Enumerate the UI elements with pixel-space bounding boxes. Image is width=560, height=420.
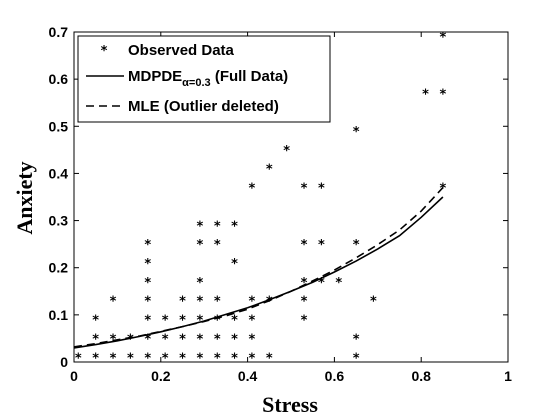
data-point: *: [144, 332, 151, 347]
data-point: *: [214, 219, 221, 234]
data-point: *: [214, 238, 221, 253]
data-point: *: [249, 295, 256, 310]
y-tick-label: 0.1: [49, 307, 69, 323]
legend-label: MLE (Outlier deleted): [128, 98, 279, 115]
y-tick-label: 0: [60, 354, 68, 370]
x-axis-title: Stress: [262, 392, 318, 417]
data-point: *: [127, 351, 134, 366]
y-tick-label: 0.4: [49, 165, 69, 181]
x-tick-label: 0.8: [411, 368, 431, 384]
data-point: *: [439, 31, 446, 46]
x-tick-label: 0: [70, 368, 78, 384]
x-tick-label: 0.6: [325, 368, 345, 384]
mdpde-curve: [73, 196, 444, 349]
data-point: *: [266, 163, 273, 178]
axes: 0 0.2 0.4 0.6 0.8 1 0 0.1 0.2 0.3 0.4 0.5 0.6 0.7: [49, 24, 513, 384]
data-point: *: [301, 182, 308, 197]
data-point: *: [196, 295, 203, 310]
data-point: *: [214, 332, 221, 347]
data-point: *: [231, 314, 238, 329]
data-point: *: [127, 332, 134, 347]
data-point: *: [144, 257, 151, 272]
data-point: *: [92, 314, 99, 329]
data-point: *: [162, 314, 169, 329]
data-point: *: [144, 295, 151, 310]
data-point: *: [92, 332, 99, 347]
y-tick-label: 0.7: [49, 24, 69, 40]
data-point: *: [266, 295, 273, 310]
data-point: *: [249, 314, 256, 329]
data-point: *: [353, 332, 360, 347]
data-point: *: [231, 351, 238, 366]
data-point: *: [196, 314, 203, 329]
data-point: *: [370, 295, 377, 310]
data-point: *: [318, 182, 325, 197]
data-point: *: [162, 332, 169, 347]
data-point: *: [162, 351, 169, 366]
data-point: *: [422, 87, 429, 102]
data-point: *: [179, 295, 186, 310]
data-point: *: [283, 144, 290, 159]
legend-label: Observed Data: [128, 42, 235, 59]
data-point: *: [196, 238, 203, 253]
data-point: *: [196, 332, 203, 347]
legend-marker: *: [101, 44, 108, 59]
data-point: *: [214, 314, 221, 329]
data-point: *: [439, 182, 446, 197]
y-axis-title: Anxiety: [12, 161, 37, 234]
data-point: *: [249, 351, 256, 366]
plot-area: * * * * * * * * * * * * * * * * * * * * * * * * * * * * * * * * * * * * * * * *…: [73, 31, 446, 366]
data-point: *: [179, 314, 186, 329]
data-point: *: [249, 332, 256, 347]
x-tick-label: 0.4: [238, 368, 258, 384]
data-point: *: [144, 351, 151, 366]
data-point: *: [110, 295, 117, 310]
data-point: *: [196, 351, 203, 366]
data-point: *: [231, 332, 238, 347]
data-point: *: [196, 276, 203, 291]
legend-box: [77, 35, 331, 123]
data-point: *: [266, 351, 273, 366]
data-point: *: [318, 238, 325, 253]
y-tick-label: 0.5: [49, 118, 69, 134]
legend-label: MDPDEα=0.3 (Full Data): [128, 68, 288, 89]
data-point: *: [214, 295, 221, 310]
data-point: *: [335, 276, 342, 291]
x-tick-label: 1: [504, 368, 512, 384]
legend: * Observed Data MDPDEα=0.3 (Full Data) MLE …: [77, 35, 331, 123]
mle-curve: [73, 187, 444, 348]
data-point: *: [301, 238, 308, 253]
data-point: *: [92, 351, 99, 366]
y-tick-label: 0.6: [49, 71, 69, 87]
data-point: *: [179, 332, 186, 347]
data-point: *: [353, 125, 360, 140]
data-point: *: [353, 351, 360, 366]
data-point: *: [301, 276, 308, 291]
data-point: *: [249, 182, 256, 197]
data-point: *: [301, 295, 308, 310]
data-point: *: [231, 219, 238, 234]
data-point: *: [110, 351, 117, 366]
y-tick-label: 0.2: [49, 260, 69, 276]
data-point: *: [439, 87, 446, 102]
data-point: *: [353, 238, 360, 253]
data-point: *: [179, 351, 186, 366]
data-point: *: [144, 238, 151, 253]
x-tick-label: 0.2: [151, 368, 171, 384]
data-point: *: [144, 314, 151, 329]
axes-frame: [73, 31, 509, 363]
y-tick-label: 0.3: [49, 213, 69, 229]
data-point: *: [318, 276, 325, 291]
data-point: *: [196, 219, 203, 234]
data-point: *: [110, 332, 117, 347]
data-point: *: [301, 314, 308, 329]
data-point: *: [214, 351, 221, 366]
data-point: *: [144, 276, 151, 291]
data-point: *: [75, 351, 82, 366]
data-point: *: [231, 257, 238, 272]
